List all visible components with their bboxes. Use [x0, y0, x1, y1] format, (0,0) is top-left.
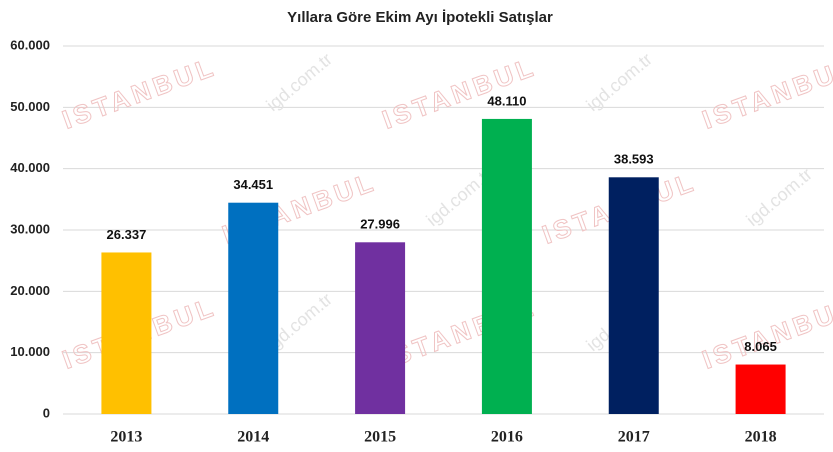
watermark: ISTANBUL — [698, 291, 833, 374]
x-tick-label: 2014 — [237, 429, 269, 446]
y-tick-label: 30.000 — [10, 221, 50, 236]
bar — [481, 118, 532, 415]
data-label: 8.065 — [744, 339, 777, 354]
x-tick-label: 2017 — [618, 429, 650, 446]
x-tick-label: 2016 — [491, 429, 523, 446]
y-tick-label: 20.000 — [10, 283, 50, 298]
bar — [735, 364, 786, 414]
bar — [101, 252, 152, 414]
bar — [608, 177, 659, 414]
chart-title: Yıllara Göre Ekim Ayı İpotekli Satışlar — [287, 9, 553, 26]
watermark: ISTANBUL — [58, 51, 220, 134]
data-label: 34.451 — [233, 177, 273, 192]
watermark: ISTANBUL — [698, 51, 833, 134]
data-label: 26.337 — [107, 227, 147, 242]
x-tick-label: 2018 — [745, 429, 777, 446]
bar — [355, 242, 406, 414]
data-label: 48.110 — [487, 93, 526, 108]
y-tick-label: 40.000 — [10, 160, 50, 175]
x-tick-label: 2013 — [110, 429, 142, 446]
bar — [228, 202, 279, 414]
watermark: igd.com.tr — [262, 49, 335, 115]
y-tick-label: 10.000 — [10, 344, 50, 359]
data-label: 27.996 — [360, 217, 400, 232]
watermark: igd.com.tr — [582, 49, 655, 115]
y-tick-label: 60.000 — [10, 37, 50, 52]
watermark: igd.com.tr — [742, 164, 815, 230]
x-tick-label: 2015 — [364, 429, 396, 446]
y-tick-label: 50.000 — [10, 99, 50, 114]
data-label: 38.593 — [614, 152, 654, 167]
y-tick-label: 0 — [43, 405, 50, 420]
